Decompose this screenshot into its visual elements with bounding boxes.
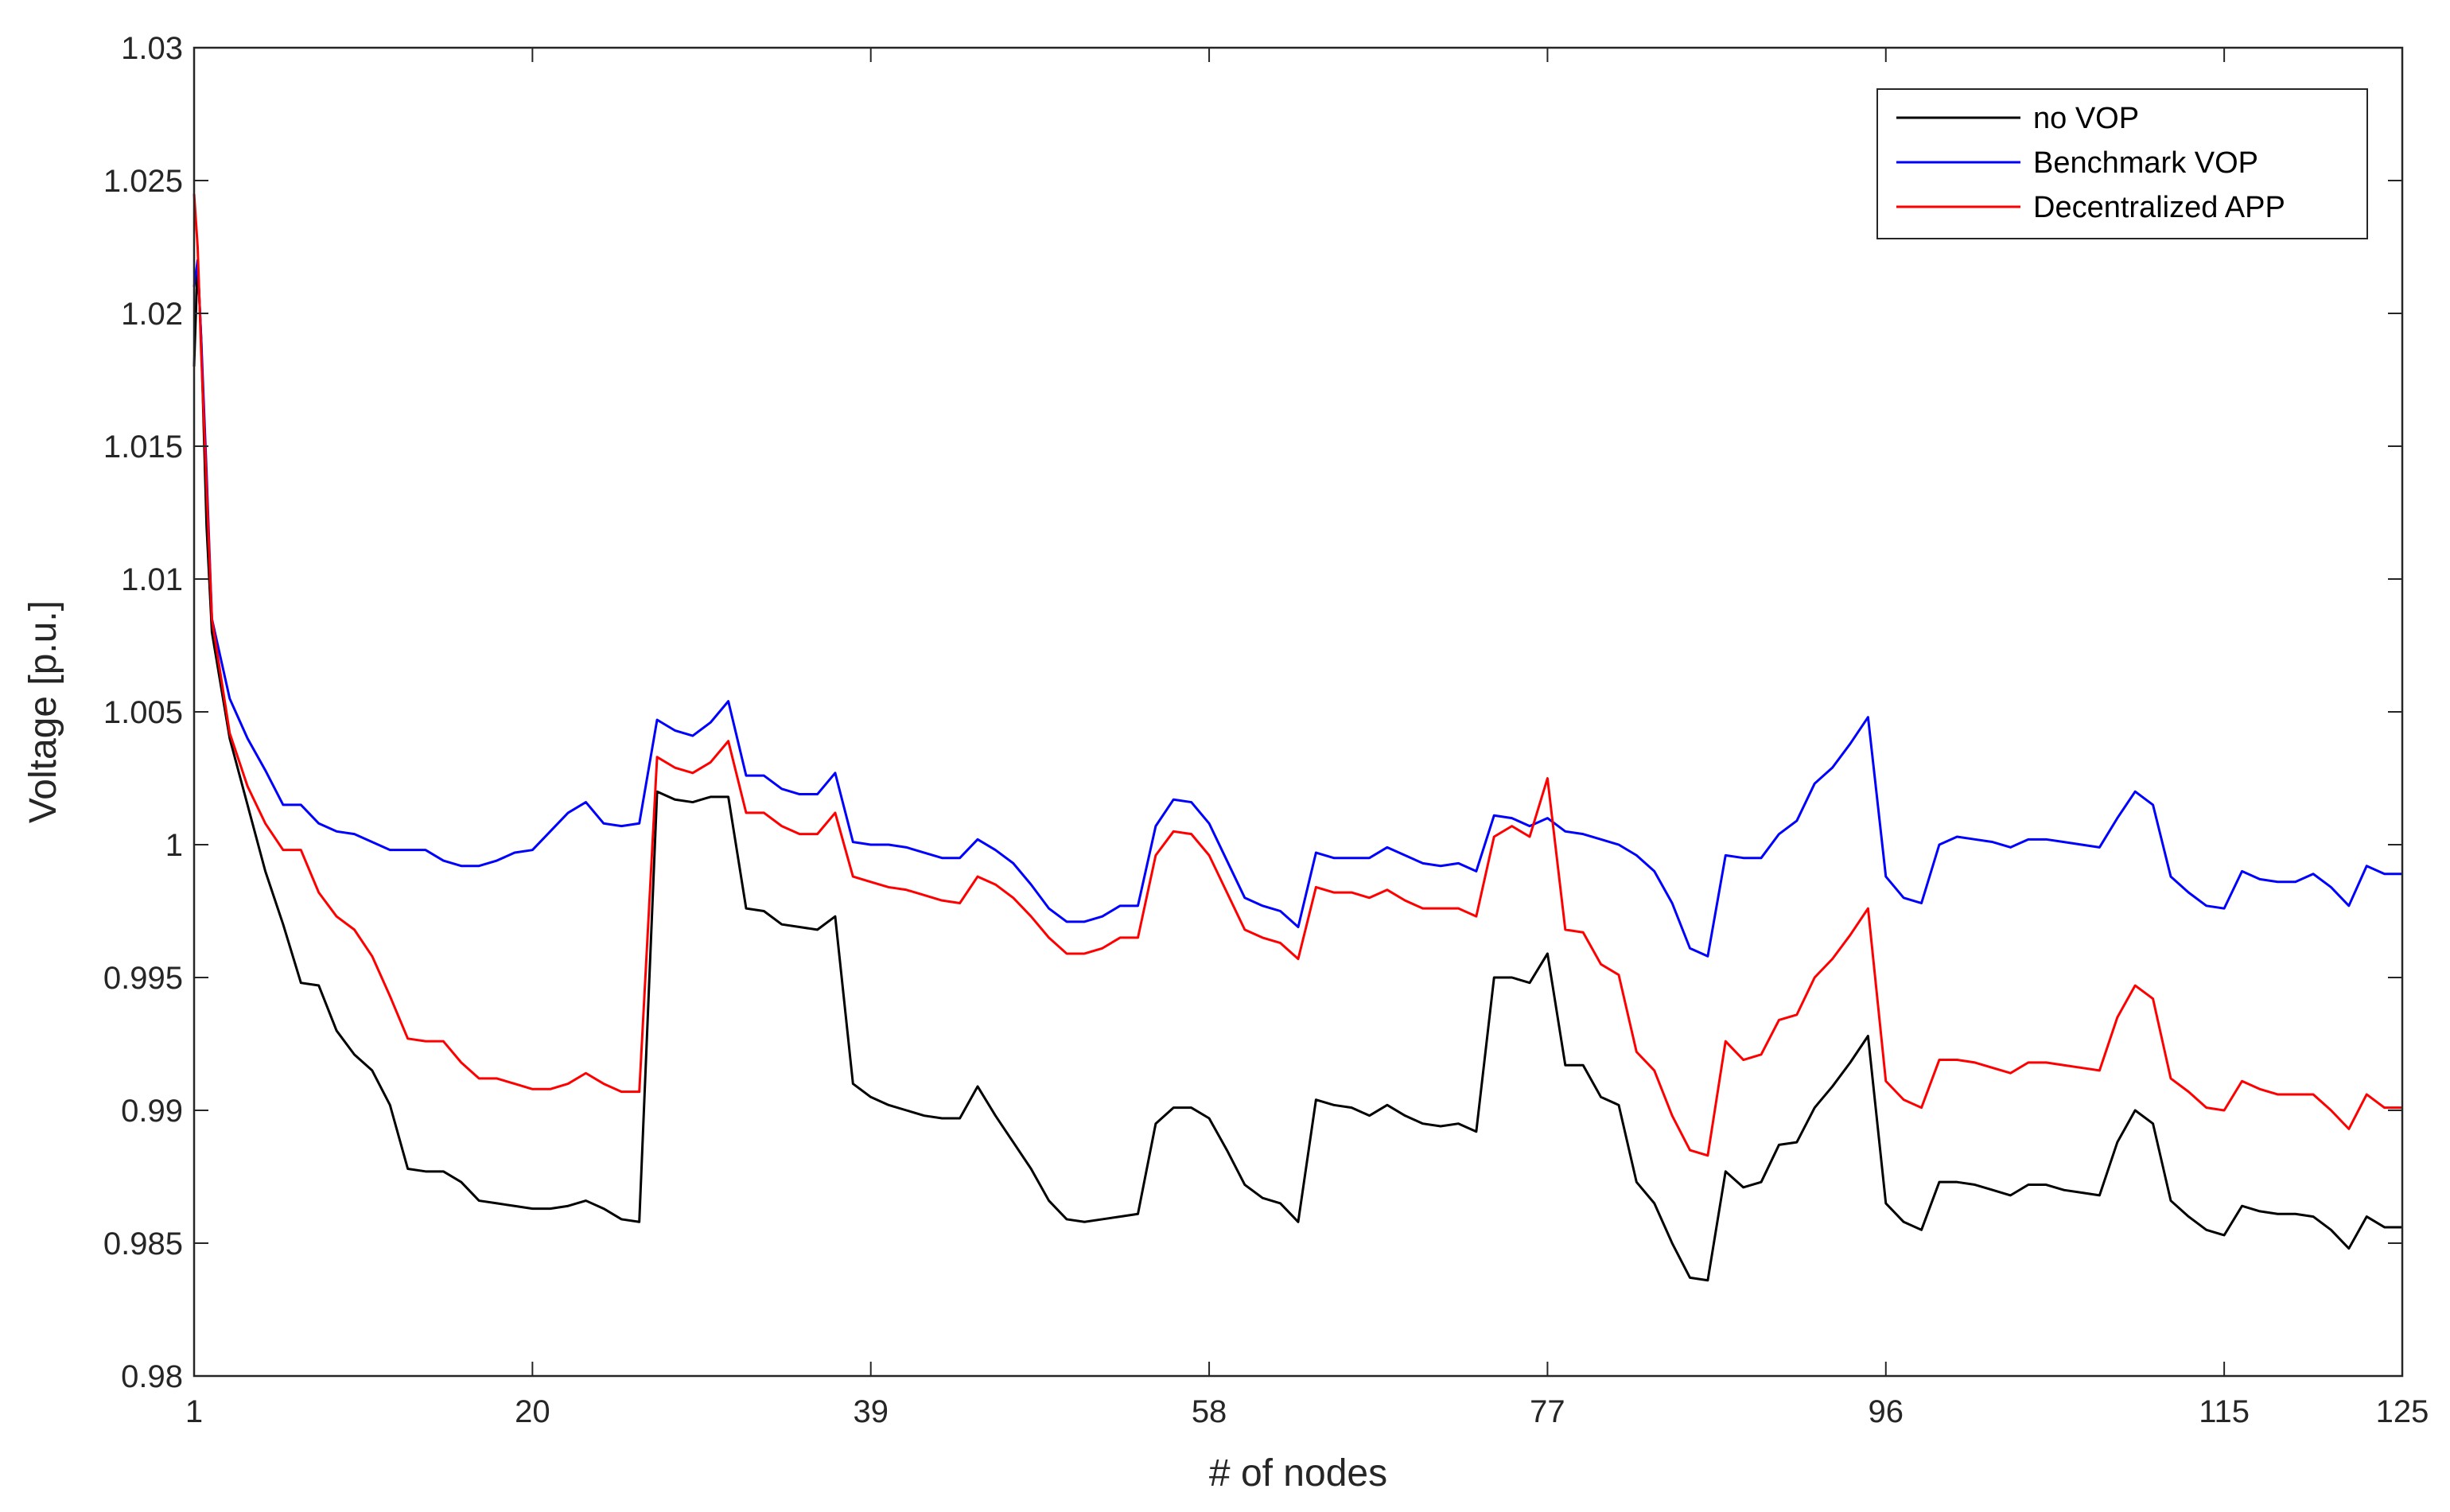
x-axis-title: # of nodes [1209, 1452, 1387, 1495]
x-tick-label: 96 [1869, 1394, 1904, 1429]
legend-box [1876, 88, 2368, 239]
y-tick-label: 1.03 [121, 31, 183, 66]
series-layer [192, 193, 2402, 1282]
y-tick-label: 0.985 [103, 1226, 183, 1261]
legend-label-1: Benchmark VOP [2033, 146, 2258, 180]
plot-area [194, 48, 2402, 1376]
x-tick-label: 77 [1530, 1394, 1565, 1429]
legend: no VOP Benchmark VOP Decentralized APP [1876, 88, 2368, 239]
y-tick-label: 1.01 [121, 562, 183, 597]
tick-labels-layer: 1 20 39 58 77 96 115 125 0.98 0.985 0.99 0.995 1 1.00… [103, 31, 2429, 1429]
y-tick-label: 1.025 [103, 164, 183, 199]
legend-label-2: Decentralized APP [2033, 191, 2285, 224]
y-tick-label: 1.015 [103, 430, 183, 464]
x-tick-label: 20 [515, 1394, 550, 1429]
x-tick-label: 1 [185, 1394, 203, 1429]
series-line-1 [192, 258, 2402, 958]
y-axis-title: Voltage [p.u.] [22, 601, 64, 823]
y-tick-label: 1.02 [121, 297, 183, 332]
legend-items: no VOP Benchmark VOP Decentralized APP [1896, 102, 2285, 224]
y-tick-label: 1 [165, 828, 183, 863]
x-tick-label: 39 [853, 1394, 889, 1429]
y-tick-label: 0.995 [103, 961, 183, 996]
ticks-layer [193, 47, 2403, 1377]
y-tick-label: 0.98 [121, 1359, 183, 1394]
y-tick-label: 0.99 [121, 1094, 183, 1129]
series-line-2 [192, 193, 2402, 1157]
x-tick-label: 58 [1192, 1394, 1227, 1429]
legend-label-0: no VOP [2033, 102, 2139, 135]
x-tick-label: 125 [2376, 1394, 2429, 1429]
series-line-0 [192, 258, 2402, 1282]
x-tick-label: 115 [2199, 1394, 2250, 1429]
y-tick-label: 1.005 [103, 695, 183, 730]
